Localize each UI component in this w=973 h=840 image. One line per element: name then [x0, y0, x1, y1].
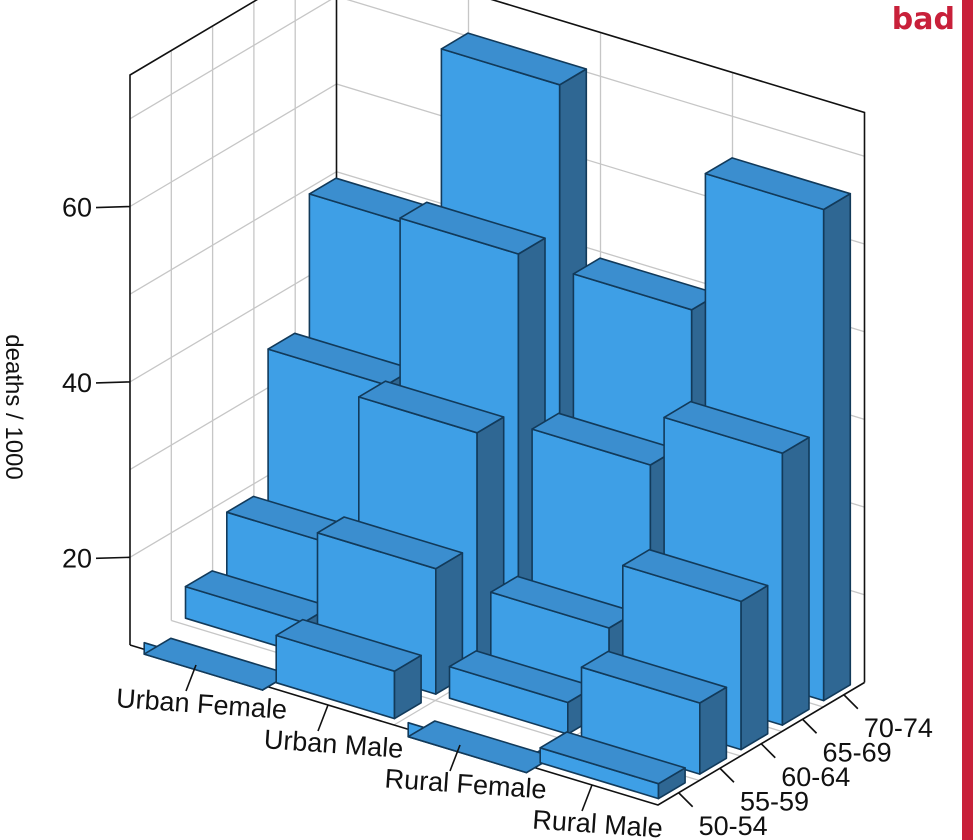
- x-tick-label: Rural Male: [531, 805, 663, 840]
- x-tick: [317, 704, 329, 732]
- y-tick-label: 55-59: [740, 786, 809, 816]
- bar-top-face: [440, 32, 588, 86]
- z-axis: 20 40 60 deaths / 1000: [0, 193, 131, 573]
- x-tick: [449, 744, 461, 772]
- y-tick: [843, 694, 859, 710]
- bar-top-face: [580, 650, 728, 704]
- y-tick-label: 70-74: [864, 713, 933, 743]
- bar-top-face: [316, 516, 464, 570]
- bar-top-face: [704, 157, 852, 211]
- z-tick: [95, 556, 131, 560]
- bar: [580, 650, 728, 775]
- y-tick-label: 60-64: [781, 762, 850, 792]
- bar: [539, 731, 686, 800]
- z-tick: [95, 381, 131, 384]
- bar-top-face: [621, 548, 769, 603]
- bar-side-face: [781, 436, 810, 726]
- bar-side-face: [822, 192, 852, 702]
- z-tick-label: 60: [62, 193, 92, 223]
- x-tick: [185, 664, 197, 692]
- accent-bar: [962, 0, 973, 840]
- x-tick-label: Urban Male: [263, 724, 404, 764]
- y-tick: [801, 718, 818, 734]
- bar-top-face: [399, 201, 546, 255]
- y-tick-label: 65-69: [823, 737, 892, 767]
- y-tick: [678, 792, 694, 808]
- z-tick: [95, 205, 131, 209]
- bar: [275, 618, 422, 720]
- z-tick-label: 40: [62, 368, 92, 398]
- y-tick: [719, 767, 735, 783]
- y-tick: [760, 743, 776, 759]
- bars: [143, 32, 852, 800]
- y-tick-label: 50-54: [699, 811, 768, 840]
- bad-badge: bad: [891, 2, 955, 37]
- bar-top-face: [275, 618, 422, 673]
- z-tick-label: 20: [62, 543, 92, 573]
- z-axis-label: deaths / 1000: [0, 334, 27, 479]
- bar-top-face: [539, 731, 686, 785]
- x-tick: [581, 784, 593, 812]
- bar-side-face: [740, 584, 769, 751]
- bar-top-face: [357, 380, 505, 434]
- bar-top-face: [663, 400, 810, 455]
